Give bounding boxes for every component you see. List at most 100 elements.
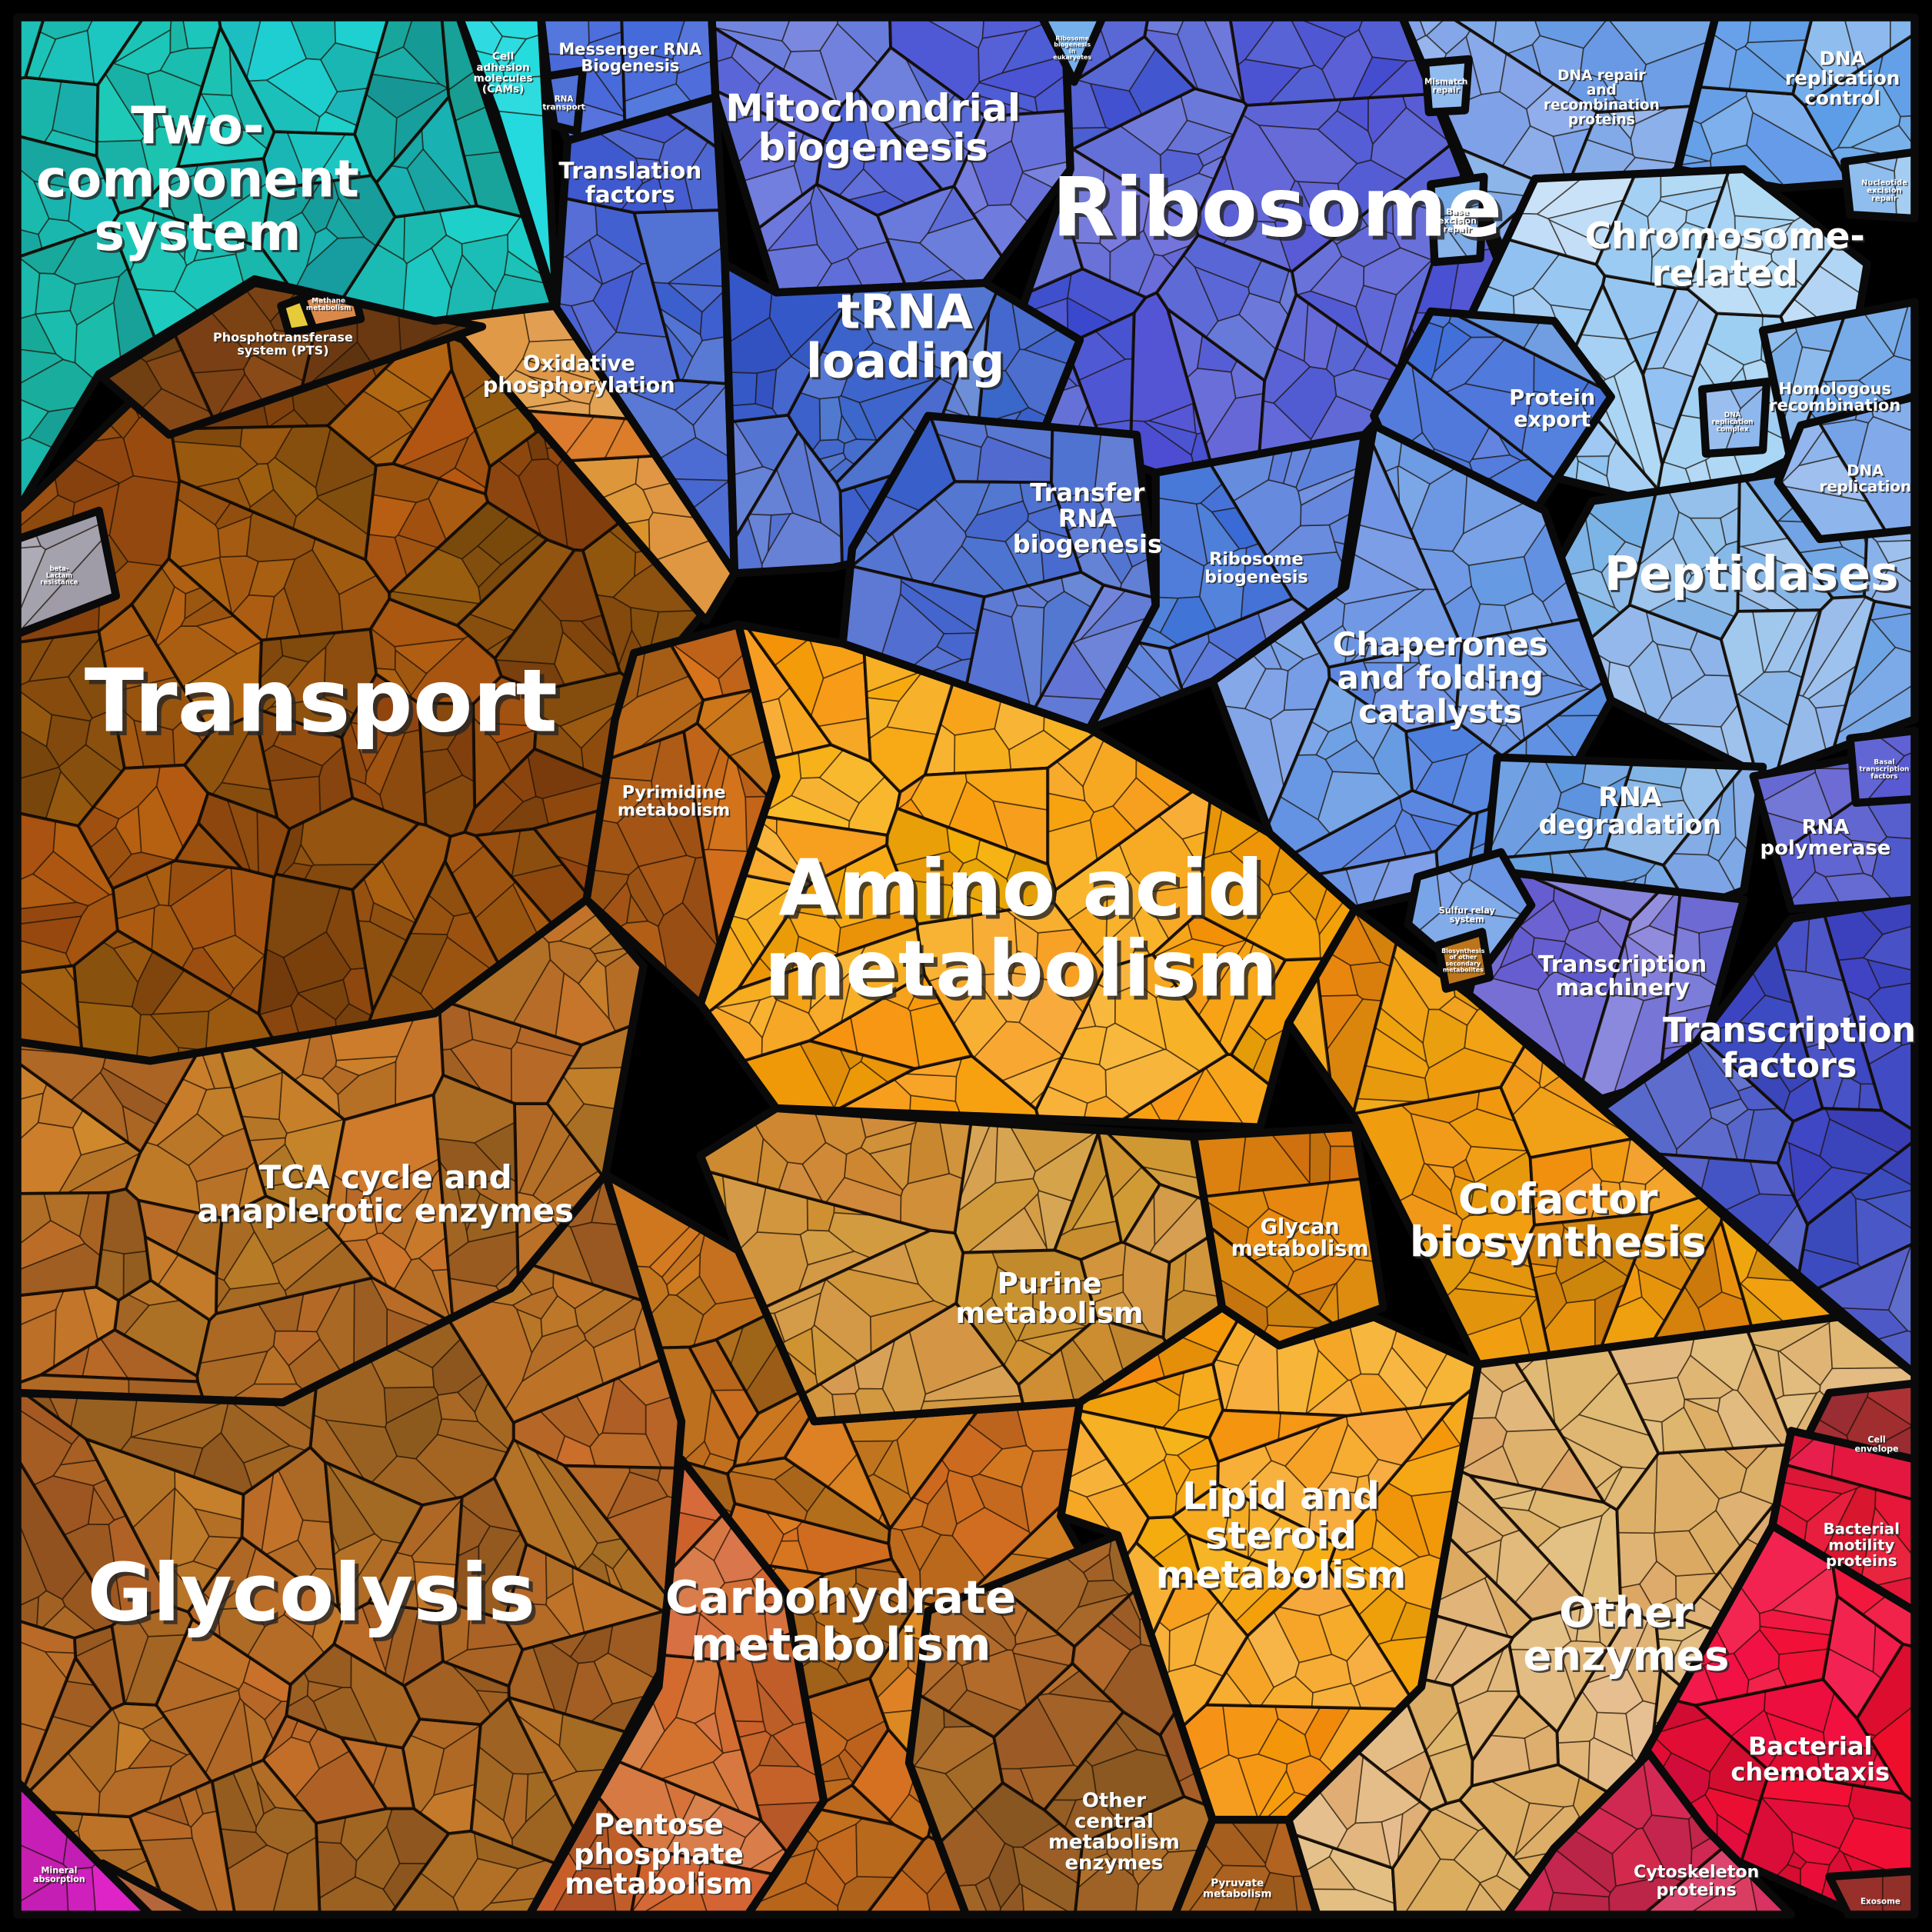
- region-label-mitochondrial-biogenesis: Mitochondrial biogenesis: [725, 85, 1021, 169]
- region-label-transcription-factors: Transcription factors: [1663, 1011, 1916, 1086]
- protein-cell: [901, 1525, 942, 1572]
- region-label-sulfur-relay-system: Sulfur relay system: [1439, 906, 1496, 925]
- region-label-chaperones-folding: Chaperones and folding catalysts: [1333, 625, 1548, 730]
- region-tca-cycle[interactable]: [13, 895, 648, 1407]
- region-pentose-phosphate[interactable]: [525, 1455, 828, 1919]
- protein-cell: [115, 805, 142, 855]
- region-glycolysis[interactable]: [13, 1171, 686, 1919]
- protein-cell: [814, 1784, 894, 1825]
- region-label-translation-factors: Translation factors: [558, 158, 701, 208]
- region-label-two-component-system: Two-component system: [36, 95, 359, 262]
- region-label-basal-transcription-factors: Basal transcription factors: [1859, 758, 1909, 780]
- region-nucleotide-excision-repair[interactable]: [1840, 148, 1919, 223]
- region-label-bacterial-motility-proteins: Bacterial motility proteins: [1824, 1521, 1900, 1570]
- region-label-dna-replication: DNA replication: [1820, 462, 1912, 496]
- region-ribosome-biogenesis[interactable]: [1085, 431, 1369, 733]
- region-rna-transport[interactable]: [542, 66, 587, 135]
- region-label-secondary-metabolites: Biosynthesis of other secondary metabolites: [1441, 948, 1485, 974]
- region-beta-lactam-resistance[interactable]: [13, 506, 121, 638]
- region-label-chromosome-related: Chromosome-related: [1585, 216, 1865, 295]
- region-border-secondary-metabolites: [1434, 928, 1494, 993]
- region-mitochondrial-biogenesis[interactable]: [708, 13, 1074, 297]
- protein-cell: [128, 1739, 188, 1770]
- region-label-chaperones-folding-shadow: Chaperones and folding catalysts: [1334, 627, 1550, 731]
- subcategory-border: [885, 807, 1058, 926]
- region-mismatch-repair[interactable]: [1421, 55, 1473, 117]
- protein-cell: [675, 1275, 717, 1316]
- region-dna-replication-control[interactable]: [1673, 13, 1919, 192]
- region-cytoskeleton-proteins[interactable]: [1502, 1749, 1796, 1919]
- region-label-dna-repair-recombination-shadow: DNA repair and recombination proteins: [1545, 69, 1661, 130]
- region-label-exosome: Exosome: [1860, 1897, 1900, 1907]
- region-base-excision-repair[interactable]: [1427, 172, 1488, 267]
- region-label-mismatch-repair-shadow: Mismatch repair: [1426, 78, 1469, 96]
- region-bacterial-motility-proteins[interactable]: [1768, 1427, 1919, 1615]
- protein-cell: [1656, 643, 1706, 700]
- region-border-basal-transcription-factors: [1846, 726, 1919, 808]
- region-label-mrna-biogenesis-shadow: Messenger RNA Biogenesis: [560, 42, 704, 77]
- region-pyruvate-metabolism[interactable]: [1171, 1806, 1321, 1919]
- region-dna-replication[interactable]: [1774, 392, 1919, 544]
- region-cell-adhesion-molecules[interactable]: [455, 13, 561, 310]
- region-unlabeled-yellow-cell[interactable]: [277, 294, 318, 337]
- region-label-cell-adhesion-molecules: Cell adhesion molecules (CAMs): [474, 51, 533, 95]
- region-label-rna-polymerase-shadow: RNA polymerase: [1761, 818, 1892, 861]
- region-mineral-absorption[interactable]: [13, 1777, 155, 1919]
- subcategory-border: [388, 500, 549, 628]
- protein-cell: [1067, 509, 1111, 560]
- region-label-base-excision-repair: Base excision repair: [1438, 207, 1477, 235]
- region-amino-acid-metabolism[interactable]: [696, 620, 1359, 1131]
- region-label-oxidative-phosphorylation-shadow: Oxidative phosphorylation: [485, 353, 677, 398]
- protein-cell: [461, 234, 509, 293]
- region-label-cytoskeleton-proteins-shadow: Cytoskeleton proteins: [1635, 1864, 1760, 1901]
- subcategory-border: [1776, 1107, 1917, 1226]
- region-ribosome-biogenesis-eukaryotes[interactable]: [1038, 13, 1107, 86]
- protein-cell: [145, 1078, 208, 1147]
- region-pyrimidine-metabolism[interactable]: [582, 620, 781, 1008]
- region-label-dna-repair-recombination: DNA repair and recombination proteins: [1544, 68, 1660, 128]
- protein-cell: [1576, 455, 1610, 477]
- region-label-glycan-metabolism-shadow: Glycan metabolism: [1232, 1217, 1370, 1262]
- region-label-pentose-phosphate-shadow: Pentose phosphate metabolism: [566, 1810, 754, 1902]
- region-label-ribosome: Ribosome: [1052, 161, 1502, 255]
- region-label-amino-acid-metabolism-shadow: Amino acid metabolism: [768, 847, 1281, 1018]
- region-label-cell-envelope-shadow: Cell envelope: [1856, 1436, 1900, 1455]
- region-purine-metabolism[interactable]: [696, 1104, 1227, 1426]
- region-label-cell-envelope: Cell envelope: [1855, 1435, 1899, 1454]
- region-label-base-excision-repair-shadow: Base excision repair: [1440, 208, 1478, 236]
- protein-cell: [271, 1226, 344, 1291]
- protein-cell: [394, 649, 428, 696]
- region-label-other-enzymes: Other enzymes: [1523, 1588, 1729, 1680]
- region-label-basal-transcription-factors-shadow: Basal transcription factors: [1860, 760, 1910, 781]
- region-dna-repair-recombination[interactable]: [1398, 13, 1720, 288]
- protein-cell: [365, 730, 406, 796]
- region-basal-transcription-factors[interactable]: [1846, 726, 1919, 808]
- region-transfer-rna-biogenesis[interactable]: [838, 411, 1160, 733]
- region-border-glycan-metabolism: [1189, 1123, 1387, 1350]
- region-exosome[interactable]: [1825, 1867, 1919, 1919]
- region-label-rna-degradation: RNA degradation: [1538, 782, 1721, 841]
- region-secondary-metabolites[interactable]: [1434, 928, 1494, 993]
- region-border-dna-replication-complex: [1697, 378, 1771, 458]
- protein-cell: [1881, 1870, 1916, 1916]
- region-oxidative-phosphorylation[interactable]: [402, 301, 739, 625]
- subcategory-border: [183, 712, 279, 820]
- region-label-purine-metabolism-shadow: Purine metabolism: [957, 1268, 1144, 1331]
- region-label-other-central-metabolism-shadow: Other central metabolism enzymes: [1050, 1790, 1181, 1876]
- protein-cell: [1114, 984, 1168, 1051]
- protein-cell: [1371, 1519, 1420, 1568]
- region-label-pyrimidine-metabolism: Pyrimidine metabolism: [618, 783, 730, 821]
- region-two-component-system[interactable]: [13, 13, 558, 515]
- protein-cell: [1257, 1717, 1311, 1765]
- protein-cell: [1567, 71, 1617, 108]
- region-dna-replication-complex[interactable]: [1697, 378, 1771, 458]
- protein-cell: [754, 368, 778, 410]
- protein-cell: [266, 58, 338, 118]
- region-label-oxidative-phosphorylation: Oxidative phosphorylation: [483, 352, 675, 398]
- subcategory-border: [110, 1605, 195, 1707]
- region-border-pyrimidine-metabolism: [582, 620, 781, 1008]
- region-cofactor-biosynthesis[interactable]: [1284, 904, 1843, 1369]
- region-glycan-metabolism[interactable]: [1189, 1123, 1387, 1350]
- region-transcription-factors[interactable]: [1597, 895, 1919, 1378]
- protein-cell: [1028, 195, 1083, 293]
